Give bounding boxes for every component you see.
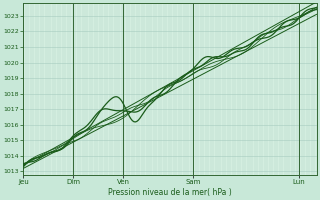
X-axis label: Pression niveau de la mer( hPa ): Pression niveau de la mer( hPa ) xyxy=(108,188,232,197)
